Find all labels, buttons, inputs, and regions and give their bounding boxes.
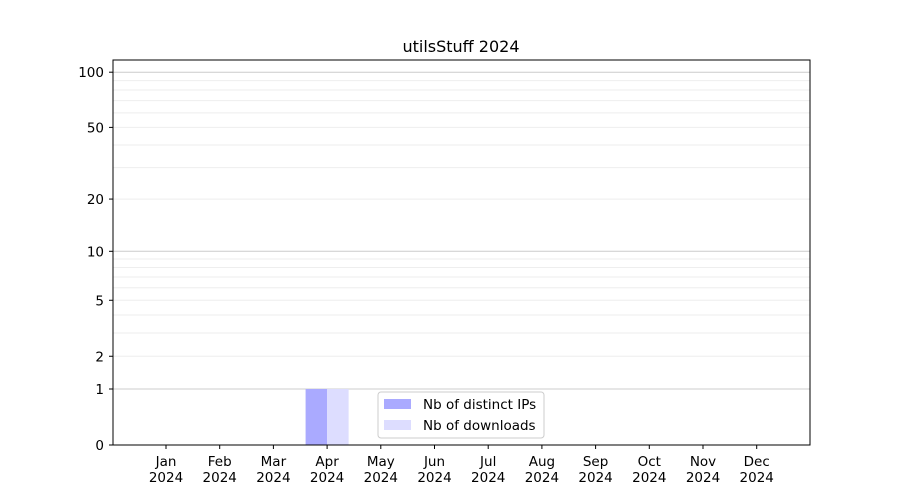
legend: Nb of distinct IPs Nb of downloads bbox=[377, 391, 545, 439]
x-tick-label-month: Jun bbox=[423, 454, 445, 470]
x-tick-label-month: Aug bbox=[529, 454, 555, 470]
x-tick-label-year: 2024 bbox=[740, 470, 774, 486]
y-tick-label: 2 bbox=[95, 349, 104, 365]
legend-swatch-downloads bbox=[384, 420, 411, 430]
x-tick-label-month: May bbox=[367, 454, 395, 470]
x-tick-label-year: 2024 bbox=[149, 470, 183, 486]
x-tick-label-year: 2024 bbox=[632, 470, 666, 486]
x-tick-label-year: 2024 bbox=[525, 470, 559, 486]
bars bbox=[305, 389, 349, 445]
x-tick-label-year: 2024 bbox=[256, 470, 290, 486]
bar-downloads bbox=[327, 389, 349, 445]
x-tick-label-month: Sep bbox=[583, 454, 608, 470]
y-tick-label: 100 bbox=[78, 65, 104, 81]
y-tick-label: 5 bbox=[95, 293, 104, 309]
x-tick-label-year: 2024 bbox=[686, 470, 720, 486]
x-tick-label-month: Jan bbox=[155, 454, 177, 470]
legend-box bbox=[377, 391, 545, 439]
y-tick-label: 50 bbox=[87, 120, 104, 136]
x-tick-label-year: 2024 bbox=[203, 470, 237, 486]
legend-label-downloads: Nb of downloads bbox=[423, 418, 536, 434]
y-tick-label: 10 bbox=[87, 244, 104, 260]
x-tick-label-year: 2024 bbox=[471, 470, 505, 486]
x-axis: Jan2024Feb2024Mar2024Apr2024May2024Jun20… bbox=[149, 445, 774, 486]
x-tick-label-month: Apr bbox=[315, 454, 339, 470]
chart-title: utilsStuff 2024 bbox=[402, 37, 519, 56]
y-tick-label: 20 bbox=[87, 192, 104, 208]
x-tick-label-year: 2024 bbox=[417, 470, 451, 486]
x-tick-label-month: Jul bbox=[479, 454, 496, 470]
x-tick-label-month: Oct bbox=[638, 454, 661, 470]
x-tick-label-month: Dec bbox=[744, 454, 770, 470]
legend-swatch-distinct-ips bbox=[384, 399, 411, 409]
x-tick-label-year: 2024 bbox=[364, 470, 398, 486]
gridlines bbox=[113, 71, 810, 390]
plot-frame bbox=[112, 59, 811, 446]
x-tick-label-month: Nov bbox=[690, 454, 716, 470]
y-tick-label: 1 bbox=[95, 382, 104, 398]
x-tick-label-month: Mar bbox=[261, 454, 287, 470]
x-tick-label-year: 2024 bbox=[578, 470, 612, 486]
x-tick-label-month: Feb bbox=[208, 454, 232, 470]
x-tick-label-year: 2024 bbox=[310, 470, 344, 486]
y-axis: 0 1 2 5 10 20 50 100 bbox=[78, 65, 113, 454]
bar-distinct-ips bbox=[305, 389, 328, 445]
legend-label-distinct-ips: Nb of distinct IPs bbox=[423, 397, 536, 413]
y-tick-label: 0 bbox=[95, 438, 104, 454]
